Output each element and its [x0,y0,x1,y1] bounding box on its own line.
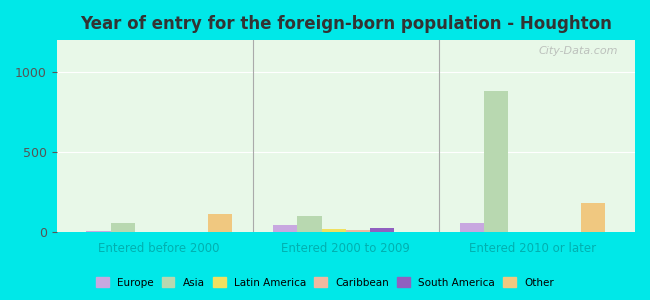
Bar [297,216,322,232]
Bar [460,223,484,232]
Bar [86,231,110,232]
Bar [484,92,508,232]
Bar [208,214,232,232]
Legend: Europe, Asia, Latin America, Caribbean, South America, Other: Europe, Asia, Latin America, Caribbean, … [92,273,558,292]
Bar [111,224,135,232]
Bar [346,230,370,232]
Text: City-Data.com: City-Data.com [538,46,617,56]
Title: Year of entry for the foreign-born population - Houghton: Year of entry for the foreign-born popul… [80,15,612,33]
Bar [370,228,395,232]
Bar [581,203,605,232]
Bar [273,225,297,232]
Bar [322,229,346,232]
